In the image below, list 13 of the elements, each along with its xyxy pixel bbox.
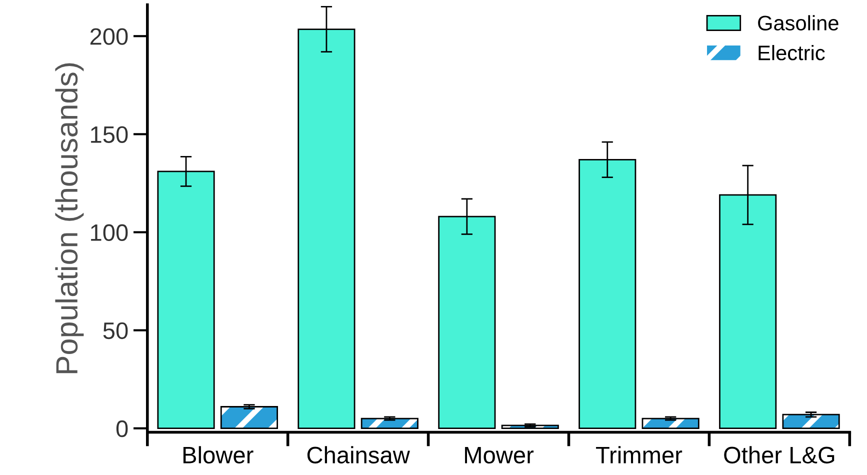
- legend-label: Electric: [758, 45, 825, 60]
- x-tick-label: Trimmer: [596, 446, 682, 464]
- y-tick-label: 100: [91, 224, 128, 242]
- y-tick-label: 150: [91, 126, 128, 143]
- x-tick-label: Blower: [183, 446, 254, 464]
- legend-label: Gasoline: [758, 15, 838, 30]
- x-tick-label: Chainsaw: [307, 446, 410, 464]
- y-tick-label: 200: [90, 28, 128, 45]
- y-tick-label: 0: [116, 420, 128, 438]
- y-axis-title: Population (thousands): [55, 63, 84, 374]
- x-tick-label: Mower: [465, 447, 534, 464]
- x-tick-label: Other L&G: [724, 446, 834, 464]
- y-tick-label: 50: [103, 322, 128, 340]
